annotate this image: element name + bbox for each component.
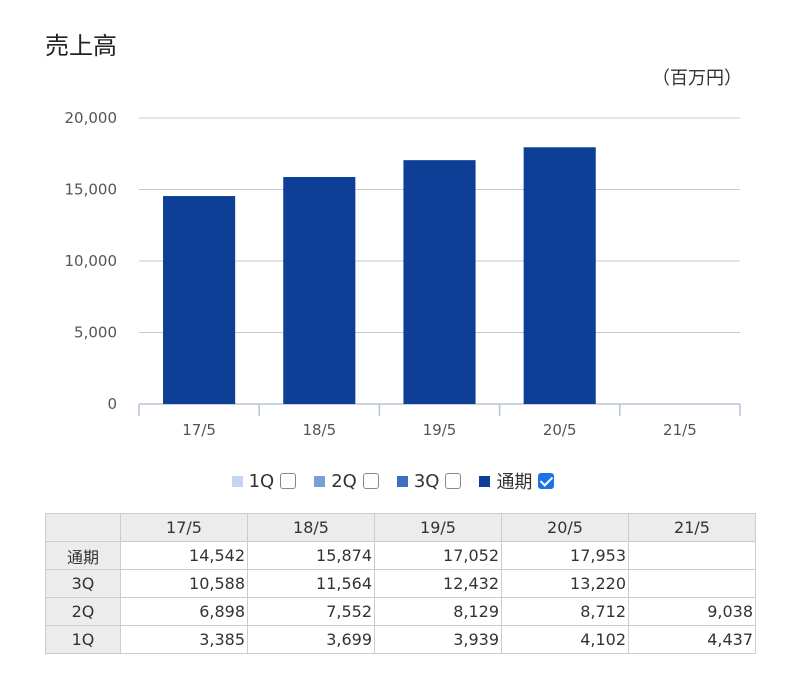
chart-title: 売上高 xyxy=(45,32,117,60)
table-cell: 17,953 xyxy=(501,541,629,570)
legend-item-1q[interactable]: 1Q xyxy=(231,470,297,492)
table-header: 20/5 xyxy=(501,513,629,542)
row-label: 3Q xyxy=(45,569,121,598)
bar-chart: 0 5,000 10,000 15,000 20,000 17/5 18/5 19/5 20/5… xyxy=(65,109,741,439)
table-cell: 3,699 xyxy=(247,625,375,654)
legend-label: 通期 xyxy=(496,472,533,493)
legend-item-3q[interactable]: 3Q xyxy=(396,470,462,492)
bar-17-5 xyxy=(163,196,236,404)
legend-label: 3Q xyxy=(413,470,440,492)
x-tick-label: 21/5 xyxy=(663,421,697,439)
y-tick-label: 5,000 xyxy=(74,324,117,342)
table-cell: 15,874 xyxy=(247,541,375,570)
bar-20-5 xyxy=(523,147,596,404)
legend-swatch xyxy=(396,475,408,487)
table-cell xyxy=(628,541,756,570)
x-tick-label: 18/5 xyxy=(302,421,336,439)
bar-18-5 xyxy=(283,177,356,404)
legend-checkbox-3q[interactable] xyxy=(445,473,462,489)
table-cell: 8,712 xyxy=(501,597,629,626)
legend-checkbox-2q[interactable] xyxy=(362,473,379,489)
x-tick-label: 19/5 xyxy=(423,421,457,439)
table-header: 17/5 xyxy=(120,513,248,542)
x-tick-label: 20/5 xyxy=(543,421,577,439)
y-tick-label: 20,000 xyxy=(65,109,118,127)
table-cell: 8,129 xyxy=(374,597,502,626)
table-cell: 4,437 xyxy=(628,625,756,654)
table-header: 18/5 xyxy=(247,513,375,542)
data-table: 17/5 18/5 19/5 20/5 21/5 通期 14,542 15,87… xyxy=(45,513,756,654)
legend-swatch xyxy=(231,475,243,487)
table-cell: 7,552 xyxy=(247,597,375,626)
table-corner xyxy=(45,513,121,542)
table-cell: 13,220 xyxy=(501,569,629,598)
row-label: 2Q xyxy=(45,597,121,626)
legend-item-2q[interactable]: 2Q xyxy=(314,471,379,492)
table-row: 2Q 6,898 7,552 8,129 8,712 9,038 xyxy=(45,597,756,626)
table-cell: 11,564 xyxy=(247,569,375,598)
table-header-row: 17/5 18/5 19/5 20/5 21/5 xyxy=(45,513,756,542)
legend-label: 1Q xyxy=(248,470,275,492)
x-tick-label: 17/5 xyxy=(182,421,216,439)
legend-item-annual[interactable]: 通期 xyxy=(479,468,555,494)
legend-swatch xyxy=(479,475,491,487)
table-header: 21/5 xyxy=(628,513,756,542)
table-cell: 6,898 xyxy=(120,597,248,626)
legend-checkbox-1q[interactable] xyxy=(280,473,297,489)
table-cell: 17,052 xyxy=(374,541,502,570)
table-cell: 3,939 xyxy=(374,625,502,654)
row-label: 通期 xyxy=(45,541,121,570)
table-cell xyxy=(628,569,756,598)
table-cell: 12,432 xyxy=(374,569,502,598)
y-tick-label: 15,000 xyxy=(65,181,118,199)
unit-label: （百万円） xyxy=(652,68,742,89)
table-cell: 3,385 xyxy=(120,625,248,654)
y-tick-label: 0 xyxy=(107,395,117,413)
table-cell: 10,588 xyxy=(120,569,248,598)
legend-swatch xyxy=(314,475,326,487)
legend-checkbox-annual[interactable] xyxy=(538,473,555,489)
table-row: 1Q 3,385 3,699 3,939 4,102 4,437 xyxy=(45,625,756,654)
table-header: 19/5 xyxy=(374,513,502,542)
table-row: 3Q 10,588 11,564 12,432 13,220 xyxy=(45,569,756,598)
legend-label: 2Q xyxy=(331,470,357,492)
bar-19-5 xyxy=(403,160,476,404)
y-tick-label: 10,000 xyxy=(65,252,118,270)
row-label: 1Q xyxy=(45,625,121,654)
legend: 1Q 2Q 3Q 通期 xyxy=(0,468,786,494)
table-cell: 9,038 xyxy=(628,597,756,626)
table-cell: 14,542 xyxy=(120,541,248,570)
table-cell: 4,102 xyxy=(501,625,629,654)
table-row: 通期 14,542 15,874 17,052 17,953 xyxy=(45,541,756,570)
